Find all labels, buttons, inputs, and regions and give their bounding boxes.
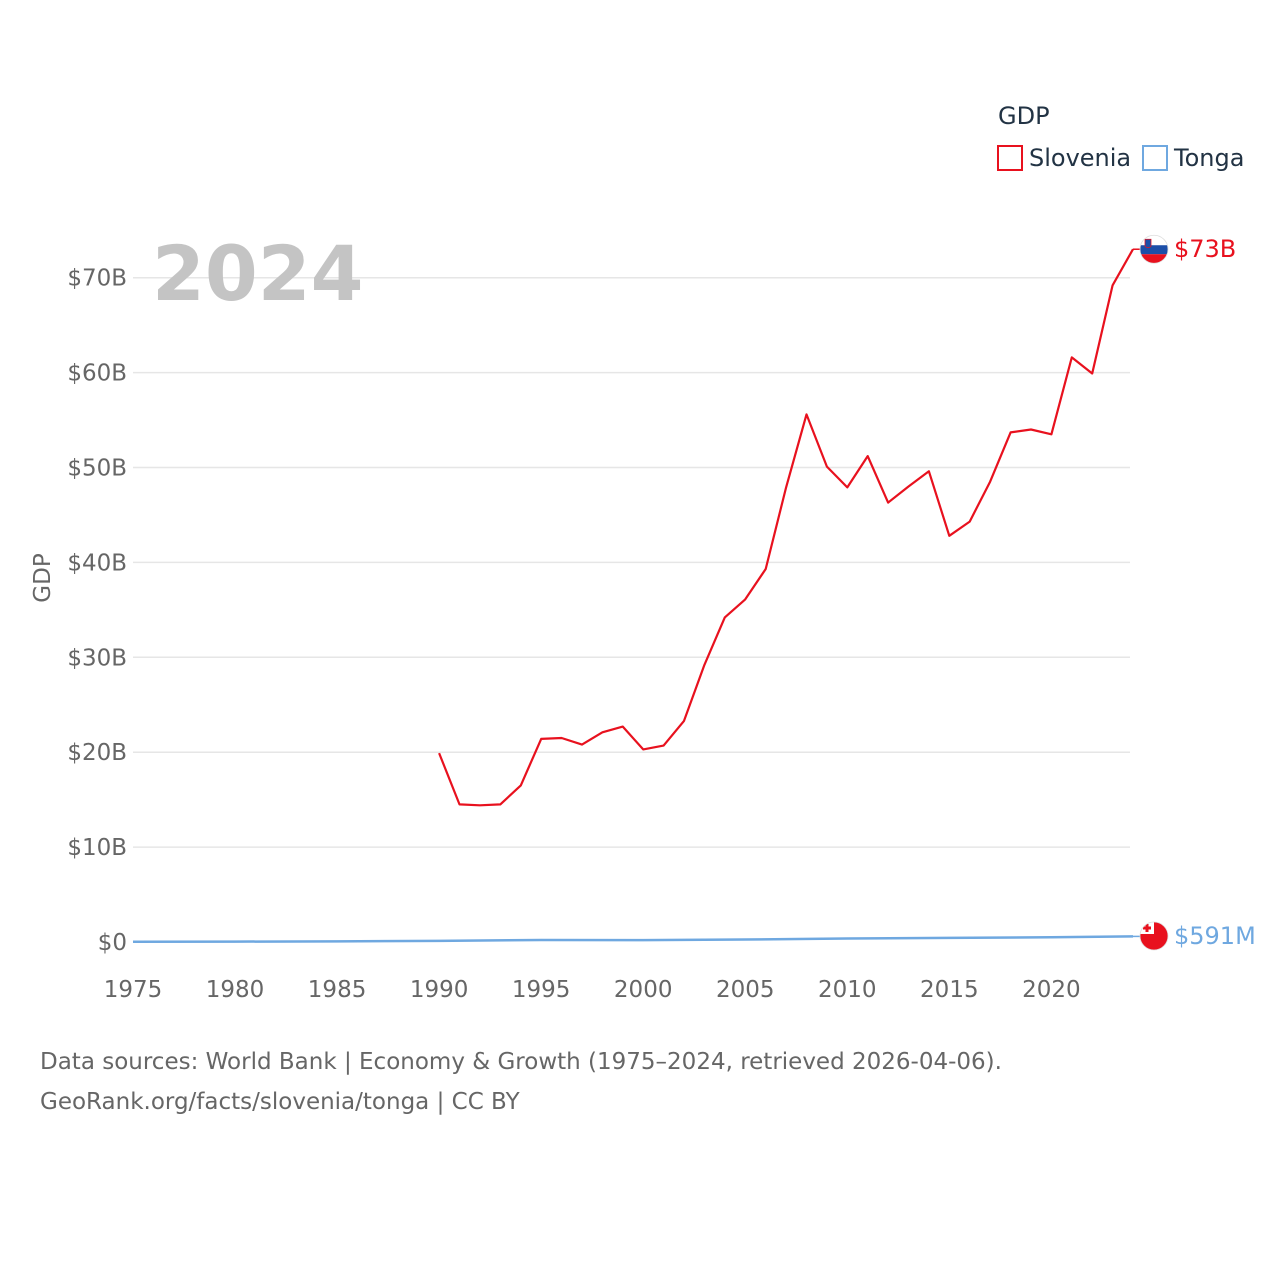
big-year-label: 2024: [152, 229, 364, 318]
y-axis-label: GDP: [30, 553, 56, 603]
series-lines: [132, 248, 1134, 944]
x-tick-label: 1980: [206, 977, 265, 1003]
x-tick-label: 1995: [512, 977, 571, 1003]
y-tick-label: $50B: [67, 456, 127, 482]
y-tick-label: $40B: [67, 550, 127, 576]
x-axis-ticks: 1975 1980 1985 1990 1995 2000 2005 2010 2015 2020: [104, 977, 1081, 1003]
legend-label-tonga[interactable]: Tonga: [1173, 144, 1244, 172]
legend-label-slovenia[interactable]: Slovenia: [1029, 144, 1131, 172]
x-tick-label: 2005: [716, 977, 775, 1003]
x-tick-label: 2015: [920, 977, 979, 1003]
y-axis-ticks: $0 $10B $20B $30B $40B $50B $60B $70B: [67, 266, 127, 956]
end-value-label-tonga: $591M: [1174, 922, 1256, 950]
x-tick-label: 2020: [1022, 977, 1081, 1003]
x-tick-label: 2000: [614, 977, 673, 1003]
footer-credit[interactable]: GeoRank.org/facts/slovenia/tonga | CC BY: [40, 1089, 520, 1115]
y-tick-label: $60B: [67, 361, 127, 387]
y-tick-label: $20B: [67, 740, 127, 766]
legend-swatch-tonga[interactable]: [1142, 145, 1168, 171]
x-tick-label: 1975: [104, 977, 163, 1003]
legend-title: GDP: [998, 102, 1050, 130]
end-value-label-slovenia: $73B: [1174, 235, 1236, 263]
legend[interactable]: GDP Slovenia Tonga: [997, 102, 1244, 172]
y-tick-label: $0: [98, 930, 127, 956]
legend-swatch-slovenia[interactable]: [997, 145, 1023, 171]
x-tick-label: 1990: [410, 977, 469, 1003]
flag-tonga-icon: [1139, 921, 1169, 951]
footer-sources: Data sources: World Bank | Economy & Gro…: [40, 1049, 1002, 1075]
series-line-tonga[interactable]: [132, 935, 1134, 944]
end-markers: $73B $591M: [1133, 234, 1256, 951]
x-tick-label: 2010: [818, 977, 877, 1003]
y-tick-label: $30B: [67, 645, 127, 671]
gdp-line-chart: $0$10B$20B$30B$40B$50B$60B$70B 1975 1980 1…: [30, 102, 1256, 1003]
y-tick-label: $70B: [67, 266, 127, 292]
x-tick-label: 1985: [308, 977, 367, 1003]
footer: Data sources: World Bank | Economy & Gro…: [40, 1042, 1002, 1122]
grid-lines: [133, 276, 1130, 848]
y-tick-label: $10B: [67, 835, 127, 861]
flag-slovenia-icon: [1139, 234, 1169, 264]
series-line-slovenia[interactable]: [438, 248, 1134, 807]
